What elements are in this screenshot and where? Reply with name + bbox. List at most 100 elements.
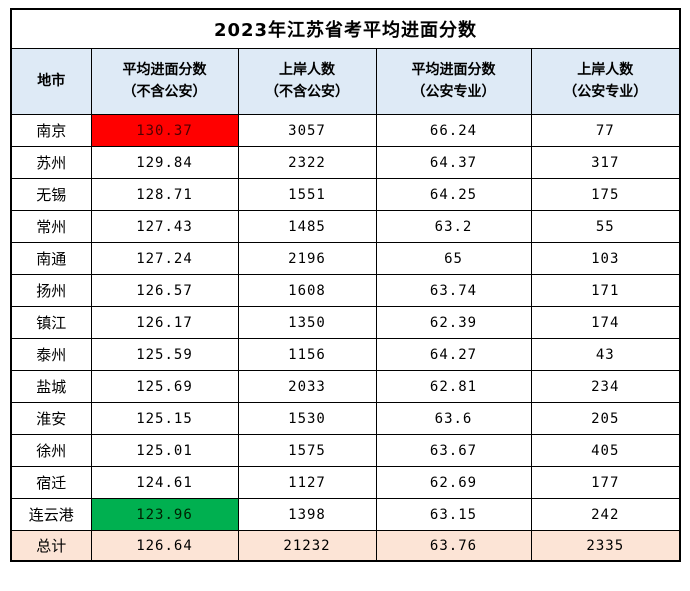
city-cell: 扬州 [10, 274, 92, 307]
city-cell: 淮安 [10, 402, 92, 435]
header-row: 地市 平均进面分数 （不含公安） 上岸人数 （不含公安） 平均进面分数 （公安专… [10, 48, 681, 115]
city-cell: 南通 [10, 242, 92, 275]
police-pass-count-cell: 174 [530, 306, 681, 339]
police-avg-score-cell: 64.37 [375, 146, 532, 179]
police-pass-count-cell: 405 [530, 434, 681, 467]
police-avg-score-cell: 62.69 [375, 466, 532, 499]
police-avg-score-cell: 63.74 [375, 274, 532, 307]
total-row: 总计 126.64 21232 63.76 2335 [10, 530, 681, 562]
pass-count-cell: 2033 [237, 370, 377, 403]
city-cell: 苏州 [10, 146, 92, 179]
police-pass-count-cell: 205 [530, 402, 681, 435]
police-pass-count-cell: 55 [530, 210, 681, 243]
police-avg-score-cell: 63.2 [375, 210, 532, 243]
score-table: 2023年江苏省考平均进面分数 地市 平均进面分数 （不含公安） 上岸人数 （不… [10, 8, 682, 562]
avg-score-cell: 125.59 [90, 338, 239, 371]
column-header-label: 地市 [37, 72, 66, 89]
table-row: 扬州 126.57 1608 63.74 171 [10, 274, 681, 307]
city-cell: 镇江 [10, 306, 92, 339]
police-pass-count-cell: 171 [530, 274, 681, 307]
pass-count-cell: 1156 [237, 338, 377, 371]
column-header-police-pass-count: 上岸人数 （公安专业） [530, 48, 681, 115]
police-pass-count-cell: 2335 [530, 530, 681, 562]
column-header-pass-count: 上岸人数 （不含公安） [237, 48, 377, 115]
police-pass-count-cell: 43 [530, 338, 681, 371]
avg-score-cell: 125.01 [90, 434, 239, 467]
pass-count-cell: 21232 [237, 530, 377, 562]
pass-count-cell: 2322 [237, 146, 377, 179]
table-row: 镇江 126.17 1350 62.39 174 [10, 306, 681, 339]
table-row: 宿迁 124.61 1127 62.69 177 [10, 466, 681, 499]
city-cell: 徐州 [10, 434, 92, 467]
table-row: 南京 130.37 3057 66.24 77 [10, 114, 681, 147]
table-row: 泰州 125.59 1156 64.27 43 [10, 338, 681, 371]
city-cell: 总计 [10, 530, 92, 562]
column-header-police-avg-score: 平均进面分数 （公安专业） [375, 48, 532, 115]
police-avg-score-cell: 63.15 [375, 498, 532, 531]
column-header-city: 地市 [10, 48, 92, 115]
city-cell: 连云港 [10, 498, 92, 531]
police-pass-count-cell: 103 [530, 242, 681, 275]
score-table-sheet: 2023年江苏省考平均进面分数 地市 平均进面分数 （不含公安） 上岸人数 （不… [10, 8, 682, 562]
police-pass-count-cell: 234 [530, 370, 681, 403]
table-row: 常州 127.43 1485 63.2 55 [10, 210, 681, 243]
avg-score-cell: 129.84 [90, 146, 239, 179]
pass-count-cell: 2196 [237, 242, 377, 275]
table-row: 苏州 129.84 2322 64.37 317 [10, 146, 681, 179]
column-header-label: 上岸人数 [577, 61, 634, 78]
city-cell: 盐城 [10, 370, 92, 403]
column-header-avg-score: 平均进面分数 （不含公安） [90, 48, 239, 115]
police-pass-count-cell: 77 [530, 114, 681, 147]
table-body: 南京 130.37 3057 66.24 77 苏州 129.84 2322 64.37 317 无… [10, 114, 681, 562]
column-header-label: 上岸人数 [279, 61, 335, 78]
pass-count-cell: 1530 [237, 402, 377, 435]
city-cell: 南京 [10, 114, 92, 147]
avg-score-cell: 126.57 [90, 274, 239, 307]
column-header-label: 平均进面分数 [411, 61, 496, 78]
pass-count-cell: 1127 [237, 466, 377, 499]
avg-score-cell: 127.24 [90, 242, 239, 275]
avg-score-cell: 125.69 [90, 370, 239, 403]
police-avg-score-cell: 64.25 [375, 178, 532, 211]
avg-score-cell: 130.37 [90, 114, 239, 147]
police-pass-count-cell: 317 [530, 146, 681, 179]
police-avg-score-cell: 64.27 [375, 338, 532, 371]
avg-score-cell: 128.71 [90, 178, 239, 211]
table-row: 连云港 123.96 1398 63.15 242 [10, 498, 681, 531]
city-cell: 宿迁 [10, 466, 92, 499]
police-pass-count-cell: 242 [530, 498, 681, 531]
avg-score-cell: 126.64 [90, 530, 239, 562]
avg-score-cell: 127.43 [90, 210, 239, 243]
table-row: 南通 127.24 2196 65 103 [10, 242, 681, 275]
avg-score-cell: 124.61 [90, 466, 239, 499]
avg-score-cell: 123.96 [90, 498, 239, 531]
police-avg-score-cell: 66.24 [375, 114, 532, 147]
police-pass-count-cell: 175 [530, 178, 681, 211]
police-avg-score-cell: 65 [375, 242, 532, 275]
police-avg-score-cell: 63.67 [375, 434, 532, 467]
column-header-label: 平均进面分数 [122, 61, 207, 78]
police-avg-score-cell: 62.39 [375, 306, 532, 339]
table-row: 盐城 125.69 2033 62.81 234 [10, 370, 681, 403]
pass-count-cell: 1350 [237, 306, 377, 339]
column-header-sublabel: （公安专业） [563, 83, 648, 100]
table-title: 2023年江苏省考平均进面分数 [10, 8, 681, 49]
pass-count-cell: 1398 [237, 498, 377, 531]
police-pass-count-cell: 177 [530, 466, 681, 499]
pass-count-cell: 3057 [237, 114, 377, 147]
pass-count-cell: 1485 [237, 210, 377, 243]
column-header-sublabel: （不含公安） [265, 83, 349, 100]
police-avg-score-cell: 62.81 [375, 370, 532, 403]
table-row: 无锡 128.71 1551 64.25 175 [10, 178, 681, 211]
table-row: 淮安 125.15 1530 63.6 205 [10, 402, 681, 435]
pass-count-cell: 1551 [237, 178, 377, 211]
avg-score-cell: 126.17 [90, 306, 239, 339]
police-avg-score-cell: 63.76 [375, 530, 532, 562]
title-row: 2023年江苏省考平均进面分数 [10, 8, 681, 49]
pass-count-cell: 1608 [237, 274, 377, 307]
avg-score-cell: 125.15 [90, 402, 239, 435]
pass-count-cell: 1575 [237, 434, 377, 467]
column-header-sublabel: （不含公安） [122, 83, 207, 100]
table-row: 徐州 125.01 1575 63.67 405 [10, 434, 681, 467]
police-avg-score-cell: 63.6 [375, 402, 532, 435]
